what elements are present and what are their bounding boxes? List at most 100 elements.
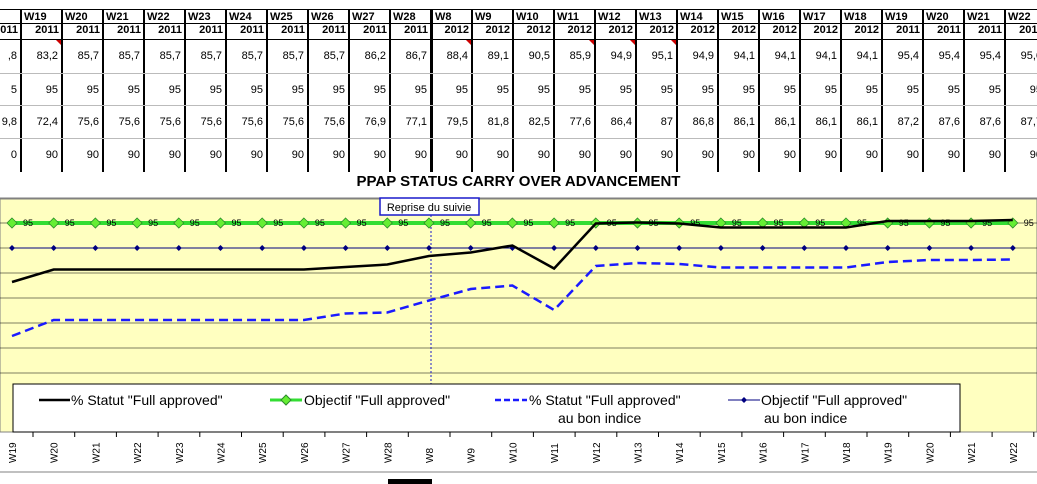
table-cell: 79,5	[431, 106, 472, 139]
data-point	[89, 217, 101, 229]
data-point	[298, 217, 310, 229]
legend-box	[12, 383, 961, 433]
x-tick-label: W23	[175, 442, 186, 463]
table-cell: 95	[964, 74, 1005, 107]
data-label: 95	[1024, 218, 1034, 228]
x-tick-label: W13	[634, 442, 645, 463]
table-cell: 95	[841, 74, 882, 107]
table-cell: 90	[841, 139, 882, 172]
x-tick-label: W28	[383, 442, 394, 463]
table-cell: 87	[636, 106, 677, 139]
week-header-cell: W25	[267, 9, 308, 23]
table-cell: 86,1	[800, 106, 841, 139]
x-tick-label: W19	[884, 442, 895, 463]
table-cell: 86,1	[718, 106, 759, 139]
data-label: 95	[65, 218, 75, 228]
x-tick-label: W22	[133, 442, 144, 463]
year-header-cell: 2011	[923, 23, 964, 40]
scroll-marker	[388, 479, 432, 484]
table-cell: 85,7	[103, 40, 144, 73]
week-header-cell: W11	[554, 9, 595, 23]
table-cell: 95	[718, 74, 759, 107]
table-cell: 90	[349, 139, 390, 172]
x-tick-label: W15	[717, 442, 728, 463]
week-header-cell: W24	[226, 9, 267, 23]
table-cell: 95	[185, 74, 226, 107]
week-header-cell: W8	[431, 9, 472, 23]
table-cell: 5	[0, 74, 21, 107]
table-cell: 86,1	[841, 106, 882, 139]
year-header-cell: 2011	[144, 23, 185, 40]
table-cell: 94,1	[759, 40, 800, 73]
table-cell: 81,8	[472, 106, 513, 139]
year-header-cell: 2012	[554, 23, 595, 40]
table-cell: 95	[349, 74, 390, 107]
table-cell: 95	[759, 74, 800, 107]
x-tick-label: W20	[50, 442, 61, 463]
data-point	[801, 245, 808, 251]
table-cell: 94,1	[718, 40, 759, 73]
table-cell: 90	[308, 139, 349, 172]
table-cell: 90	[144, 139, 185, 172]
table-cell: 95	[636, 74, 677, 107]
week-header-cell: W22	[1005, 9, 1037, 23]
table-cell: 86,1	[759, 106, 800, 139]
table-cell: 95	[677, 74, 718, 107]
week-header-cell: W9	[472, 9, 513, 23]
data-point	[50, 245, 57, 251]
week-header-cell: W23	[185, 9, 226, 23]
year-header-cell: 2011	[1005, 23, 1037, 40]
table-cell: 95,1	[636, 40, 677, 73]
x-tick-label: W17	[800, 442, 811, 463]
data-label: 95	[732, 218, 742, 228]
table-cell: 95,4	[882, 40, 923, 73]
table-cell: 90	[472, 139, 513, 172]
data-point	[634, 245, 641, 251]
week-header-cell: W15	[718, 9, 759, 23]
row-divider	[0, 138, 1037, 139]
table-cell: 83,2	[21, 40, 62, 73]
x-tick-label: W11	[550, 443, 561, 463]
x-tick-label: W25	[258, 442, 269, 463]
data-label: 95	[273, 218, 283, 228]
table-cell: 90	[800, 139, 841, 172]
table-cell: 90	[267, 139, 308, 172]
year-header-cell: 2011	[62, 23, 103, 40]
year-header-cell: 2011	[308, 23, 349, 40]
x-tick-label: W18	[842, 442, 853, 463]
week-header-cell: W20	[62, 9, 103, 23]
table-cell: 90	[390, 139, 431, 172]
table-cell: 85,7	[62, 40, 103, 73]
week-header-cell: W26	[308, 9, 349, 23]
year-header-cell: 2012	[636, 23, 677, 40]
week-header-cell: W18	[841, 9, 882, 23]
data-label: 95	[148, 218, 158, 228]
table-cell: 85,9	[554, 40, 595, 73]
table-cell: 90	[21, 139, 62, 172]
x-tick-label: W16	[759, 442, 770, 463]
table-cell: 90	[226, 139, 267, 172]
x-tick-label: W12	[592, 442, 603, 463]
data-label: 95	[565, 218, 575, 228]
table-cell: 90	[185, 139, 226, 172]
table-cell: 90	[964, 139, 1005, 172]
table-cell: 94,9	[595, 40, 636, 73]
data-label: 95	[815, 218, 825, 228]
table-cell: 95	[226, 74, 267, 107]
year-header-cell: 2012	[759, 23, 800, 40]
table-cell: 75,6	[62, 106, 103, 139]
table-cell: 75,6	[185, 106, 226, 139]
table-cell: 75,6	[226, 106, 267, 139]
week-header-cell: W19	[882, 9, 923, 23]
data-point	[506, 217, 518, 229]
table-cell: 86,4	[595, 106, 636, 139]
table-cell: 90,5	[513, 40, 554, 73]
year-header-cell: 2011	[390, 23, 431, 40]
week-header-cell: W21	[103, 9, 144, 23]
table-cell: 90	[718, 139, 759, 172]
data-point	[717, 245, 724, 251]
data-point	[381, 217, 393, 229]
week-header-cell: W19	[21, 9, 62, 23]
data-point	[340, 217, 352, 229]
